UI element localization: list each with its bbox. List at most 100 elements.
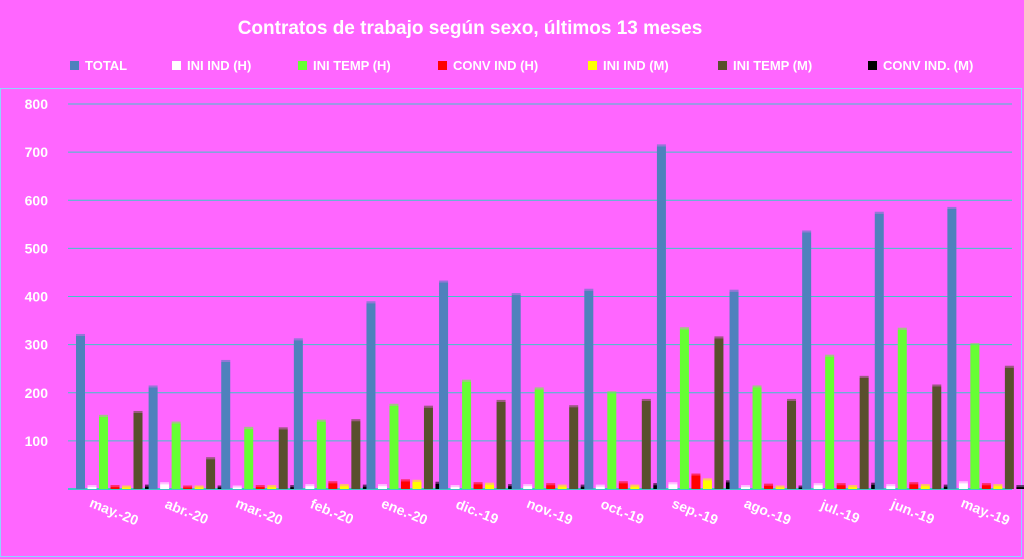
legend-label: CONV IND. (M) bbox=[883, 58, 974, 73]
bar bbox=[802, 232, 812, 489]
bar-cap bbox=[897, 327, 907, 330]
bar-cap bbox=[595, 484, 605, 487]
bar bbox=[160, 484, 170, 489]
bar-cap bbox=[485, 482, 495, 485]
bar bbox=[584, 290, 594, 489]
bar bbox=[702, 480, 712, 489]
bar bbox=[534, 389, 544, 489]
bar-cap bbox=[932, 384, 942, 387]
y-tick-label: 700 bbox=[25, 144, 49, 160]
bar-cap bbox=[339, 484, 349, 487]
bar-cap bbox=[787, 398, 797, 401]
legend-label: INI TEMP (M) bbox=[733, 58, 813, 73]
x-tick-label: may.-20 bbox=[87, 494, 141, 528]
x-tick-label: feb.-20 bbox=[308, 495, 356, 527]
bar bbox=[859, 377, 869, 489]
bar-cap bbox=[874, 211, 884, 214]
legend-label: INI TEMP (H) bbox=[313, 58, 391, 73]
bar-cap bbox=[76, 333, 85, 336]
y-tick-label: 200 bbox=[25, 385, 49, 401]
plot-frame bbox=[0, 88, 1022, 557]
bar bbox=[691, 475, 701, 489]
x-tick-label: jul.-19 bbox=[818, 496, 863, 526]
bar bbox=[328, 483, 338, 489]
bar bbox=[1004, 367, 1014, 489]
bar-cap bbox=[679, 327, 689, 330]
legend-label: INI IND (H) bbox=[187, 58, 252, 73]
bar bbox=[848, 487, 858, 489]
legend-swatch bbox=[438, 61, 447, 70]
legend-label: TOTAL bbox=[85, 58, 128, 73]
bar bbox=[981, 485, 991, 489]
bar-cap bbox=[183, 485, 193, 488]
bar bbox=[787, 400, 797, 489]
legend-item: TOTAL bbox=[70, 58, 127, 73]
bar bbox=[496, 401, 506, 489]
bar-cap bbox=[160, 482, 170, 485]
bar-cap bbox=[668, 482, 678, 485]
bar-cap bbox=[255, 485, 265, 488]
bar-cap bbox=[656, 144, 666, 147]
bar-cap bbox=[473, 482, 483, 485]
bar-cap bbox=[194, 485, 204, 488]
bar-cap bbox=[511, 293, 521, 296]
y-tick-label: 800 bbox=[25, 96, 49, 112]
bar-cap bbox=[206, 457, 216, 460]
bar bbox=[339, 486, 349, 489]
x-tick-label: mar.-20 bbox=[234, 495, 286, 528]
bar bbox=[462, 381, 472, 489]
bar bbox=[932, 386, 942, 489]
bar-cap bbox=[221, 359, 231, 362]
bar bbox=[825, 356, 835, 489]
bar-cap bbox=[993, 484, 1003, 487]
bar bbox=[679, 329, 689, 489]
bar bbox=[523, 486, 533, 489]
bar bbox=[423, 407, 433, 489]
bar-cap bbox=[110, 485, 120, 488]
bar-cap bbox=[557, 484, 567, 487]
bar-cap bbox=[423, 405, 433, 408]
x-tick-label: sep.-19 bbox=[670, 495, 721, 528]
bar bbox=[764, 485, 774, 489]
bar bbox=[947, 208, 957, 489]
bar-cap bbox=[99, 414, 108, 417]
bar bbox=[267, 487, 277, 489]
bar-cap bbox=[1016, 485, 1024, 488]
bar bbox=[450, 487, 460, 489]
bar-cap bbox=[87, 485, 97, 488]
bar-cap bbox=[618, 481, 628, 484]
legend-item: CONV IND. (M) bbox=[868, 58, 973, 73]
bar-cap bbox=[496, 399, 506, 402]
legend: TOTAL INI IND (H) INI TEMP (H) CONV IND (H)… bbox=[70, 58, 1010, 78]
bar bbox=[668, 484, 678, 489]
bar bbox=[920, 486, 930, 489]
bar-cap bbox=[133, 410, 143, 413]
bar bbox=[618, 483, 628, 489]
bar-cap bbox=[920, 484, 930, 487]
bar bbox=[874, 213, 884, 489]
x-tick-label: ene.-20 bbox=[379, 495, 430, 528]
bar bbox=[813, 485, 823, 489]
bar bbox=[546, 485, 556, 489]
bar-layer bbox=[76, 144, 1024, 489]
bar-cap bbox=[293, 338, 303, 341]
bar-cap bbox=[400, 479, 410, 482]
bar bbox=[122, 487, 131, 489]
bar-cap bbox=[439, 280, 449, 283]
bar bbox=[255, 487, 265, 489]
bar bbox=[741, 487, 751, 489]
bar bbox=[630, 486, 640, 489]
bar bbox=[377, 486, 387, 489]
bar bbox=[389, 405, 399, 489]
bar-cap bbox=[389, 403, 399, 406]
bar-cap bbox=[729, 289, 739, 292]
legend-swatch bbox=[588, 61, 597, 70]
bar bbox=[473, 484, 483, 489]
bar-cap bbox=[970, 343, 980, 346]
bar-cap bbox=[848, 485, 858, 488]
bar-cap bbox=[630, 484, 640, 487]
bar-cap bbox=[462, 379, 472, 382]
bar bbox=[752, 387, 762, 489]
bar-cap bbox=[947, 206, 957, 209]
bar-cap bbox=[641, 398, 651, 401]
